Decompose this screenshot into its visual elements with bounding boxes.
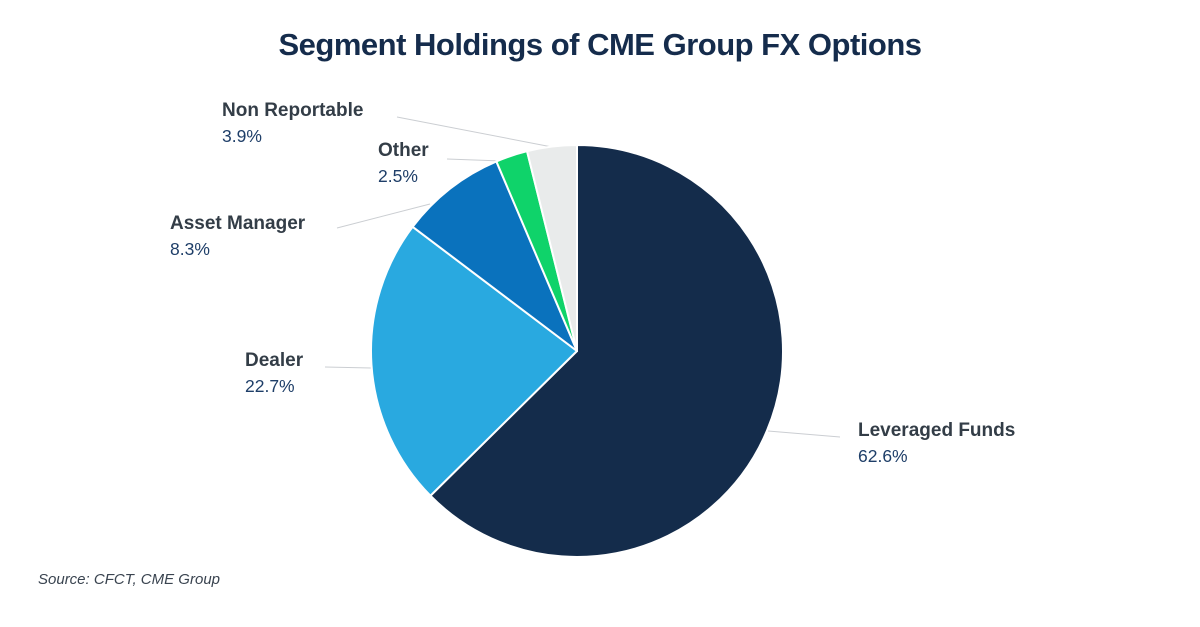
leader-line-leveraged-funds: [767, 430, 841, 438]
slice-callout-non-reportable: Non Reportable 3.9%: [222, 101, 363, 146]
slice-callout-leveraged-funds: Leveraged Funds 62.6%: [858, 421, 1015, 466]
slice-label-dealer: Dealer: [245, 350, 304, 371]
leader-line-other: [446, 158, 503, 162]
pie-slice-dealer: [370, 225, 578, 497]
chart-title: Segment Holdings of CME Group FX Options: [278, 27, 922, 62]
slice-pct-dealer: 22.7%: [245, 376, 295, 396]
leader-line-dealer: [324, 366, 372, 369]
pie-slice-non-reportable: [526, 144, 578, 352]
slice-pct-other: 2.5%: [378, 166, 418, 186]
pie-slice-asset-manager: [411, 160, 578, 352]
slice-pct-non-reportable: 3.9%: [222, 126, 262, 146]
slice-label-asset-manager: Asset Manager: [170, 213, 306, 234]
slice-label-non-reportable: Non Reportable: [222, 100, 364, 121]
slice-label-leveraged-funds: Leveraged Funds: [858, 420, 1016, 441]
leader-line-non-reportable: [396, 116, 553, 148]
slice-label-other: Other: [378, 140, 429, 161]
slice-pct-leveraged-funds: 62.6%: [858, 446, 908, 466]
leader-line-asset-manager: [336, 203, 431, 229]
source-note: Source: CFCT, CME Group: [38, 571, 220, 588]
slice-callout-dealer: Dealer 22.7%: [245, 351, 303, 396]
slice-pct-asset-manager: 8.3%: [170, 239, 210, 259]
slice-callout-other: Other 2.5%: [378, 141, 429, 186]
pie-slice-leveraged-funds: [429, 144, 784, 558]
slice-callout-asset-manager: Asset Manager 8.3%: [170, 214, 305, 259]
